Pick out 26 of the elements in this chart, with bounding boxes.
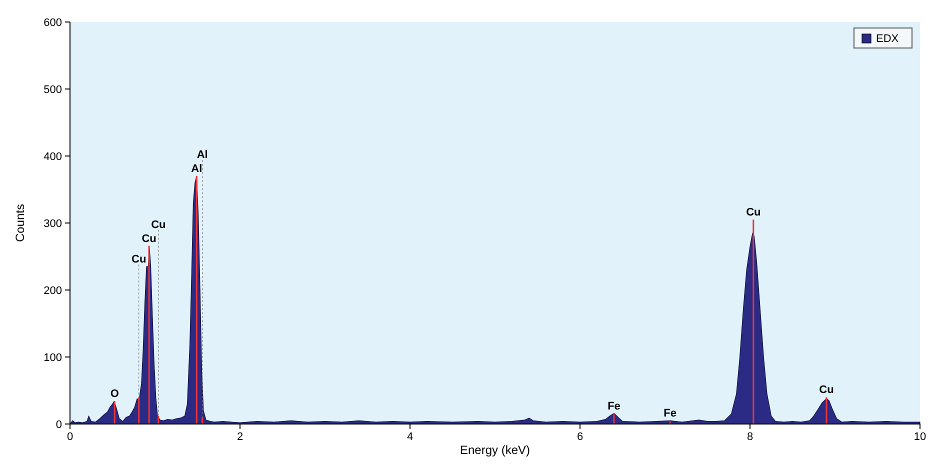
x-tick-label: 2: [236, 431, 244, 443]
annotation: Fe: [664, 408, 677, 420]
x-tick-label: 6: [576, 431, 584, 443]
x-axis-title: Energy (keV): [460, 443, 530, 457]
y-tick-label: 300: [44, 218, 62, 230]
x-tick-label: 0: [66, 431, 74, 443]
y-tick-label: 100: [44, 352, 62, 364]
y-tick-label: 600: [44, 17, 62, 29]
annotation: Cu: [746, 206, 761, 219]
x-tick-label: 10: [914, 431, 926, 443]
annotation: Fe: [608, 400, 620, 412]
annotation: Al: [196, 149, 208, 162]
x-tick-label: 4: [406, 431, 414, 443]
y-tick-label: 0: [56, 419, 62, 431]
annotation: Cu: [142, 232, 156, 245]
y-tick-label: 400: [44, 151, 62, 163]
y-tick-label: 200: [44, 285, 62, 297]
annotation: Cu: [151, 218, 166, 231]
annotation: Cu: [132, 254, 146, 266]
annotation: Al: [191, 163, 202, 176]
annotation: Cu: [819, 384, 834, 396]
annotation: O: [110, 388, 120, 400]
y-tick-label: 500: [44, 84, 62, 96]
x-tick-label: 8: [746, 431, 754, 443]
y-axis-title: Counts: [13, 204, 27, 242]
legend-label: EDX: [876, 33, 900, 45]
